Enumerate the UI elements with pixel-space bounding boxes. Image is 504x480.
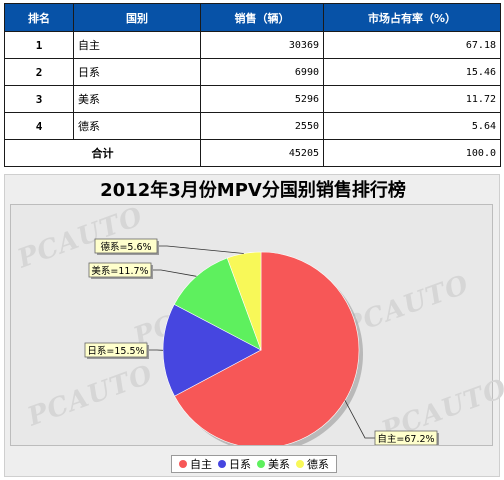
sales-cell: 2550 <box>200 112 324 140</box>
label-connector <box>157 245 244 254</box>
pie-label-box <box>88 262 152 278</box>
share-cell: 15.46 <box>323 58 501 86</box>
legend-marker <box>257 460 265 468</box>
table-header-row: 排名 国别 销售（辆） 市场占有率（%） <box>4 3 501 32</box>
rank-cell: 1 <box>4 31 74 59</box>
share-cell: 11.72 <box>323 85 501 113</box>
legend-label: 日系 <box>229 458 251 471</box>
total-label: 合计 <box>4 139 201 167</box>
pie-label: 日系=15.5% <box>87 346 144 357</box>
header-sales: 销售（辆） <box>200 3 324 32</box>
legend: 自主 日系 美系 德系 <box>171 455 337 473</box>
legend-item: 自主 <box>179 456 212 472</box>
legend-marker <box>218 460 226 468</box>
pie-slice-美系 <box>173 257 262 351</box>
pie-slice-德系 <box>226 251 262 351</box>
total-row: 合计 45205 100.0 <box>4 139 501 167</box>
pie-chart: 自主=67.2% 日系=15.5% 美系=11.7% 德系=5.6% <box>84 238 439 445</box>
legend-item: 美系 <box>257 456 290 472</box>
table-row: 1 自主 30369 67.18 <box>4 31 501 59</box>
chart-title: 2012年3月份MPV分国别销售排行榜 <box>100 180 406 201</box>
sales-cell: 6990 <box>200 58 324 86</box>
legend-item: 德系 <box>296 456 329 472</box>
legend-item: 日系 <box>218 456 251 472</box>
legend-label: 德系 <box>307 458 329 471</box>
chart-panel: 2012年3月份MPV分国别销售排行榜 PCAUTO PCAUTO PCAUTO… <box>4 174 504 477</box>
table-row: 2 日系 6990 15.46 <box>4 58 501 86</box>
pie-label: 自主=67.2% <box>377 433 434 445</box>
legend-marker <box>179 460 187 468</box>
pie-label-box <box>84 342 148 358</box>
pie-label-box <box>374 430 438 445</box>
country-cell: 德系 <box>73 112 201 140</box>
pie-label-box <box>94 238 158 254</box>
sales-cell: 5296 <box>200 85 324 113</box>
table-row: 3 美系 5296 11.72 <box>4 85 501 113</box>
legend-label: 美系 <box>268 458 290 471</box>
rank-cell: 3 <box>4 85 74 113</box>
sales-table: 排名 国别 销售（辆） 市场占有率（%） 1 自主 30369 67.18 2 … <box>4 3 501 167</box>
rank-cell: 4 <box>4 112 74 140</box>
label-connector <box>151 269 197 277</box>
label-connector <box>344 400 375 439</box>
share-cell: 67.18 <box>323 31 501 59</box>
table-row: 4 德系 2550 5.64 <box>4 112 501 140</box>
country-cell: 自主 <box>73 31 201 59</box>
legend-label: 自主 <box>190 458 212 471</box>
country-cell: 日系 <box>73 58 201 86</box>
header-rank: 排名 <box>4 3 74 32</box>
pie-slice-自主 <box>174 251 360 445</box>
legend-marker <box>296 460 304 468</box>
total-sales: 45205 <box>200 139 324 167</box>
total-share: 100.0 <box>323 139 501 167</box>
plot-area: PCAUTO PCAUTO PCAUTO PCAUTO PCAUTO 自主=67… <box>10 201 504 447</box>
share-cell: 5.64 <box>323 112 501 140</box>
pie-label: 德系=5.6% <box>100 241 151 253</box>
sales-cell: 30369 <box>200 31 324 59</box>
rank-cell: 2 <box>4 58 74 86</box>
pie-label: 美系=11.7% <box>91 265 148 277</box>
pie-slice-日系 <box>162 304 262 397</box>
country-cell: 美系 <box>73 85 201 113</box>
header-share: 市场占有率（%） <box>323 3 501 32</box>
header-country: 国别 <box>73 3 201 32</box>
